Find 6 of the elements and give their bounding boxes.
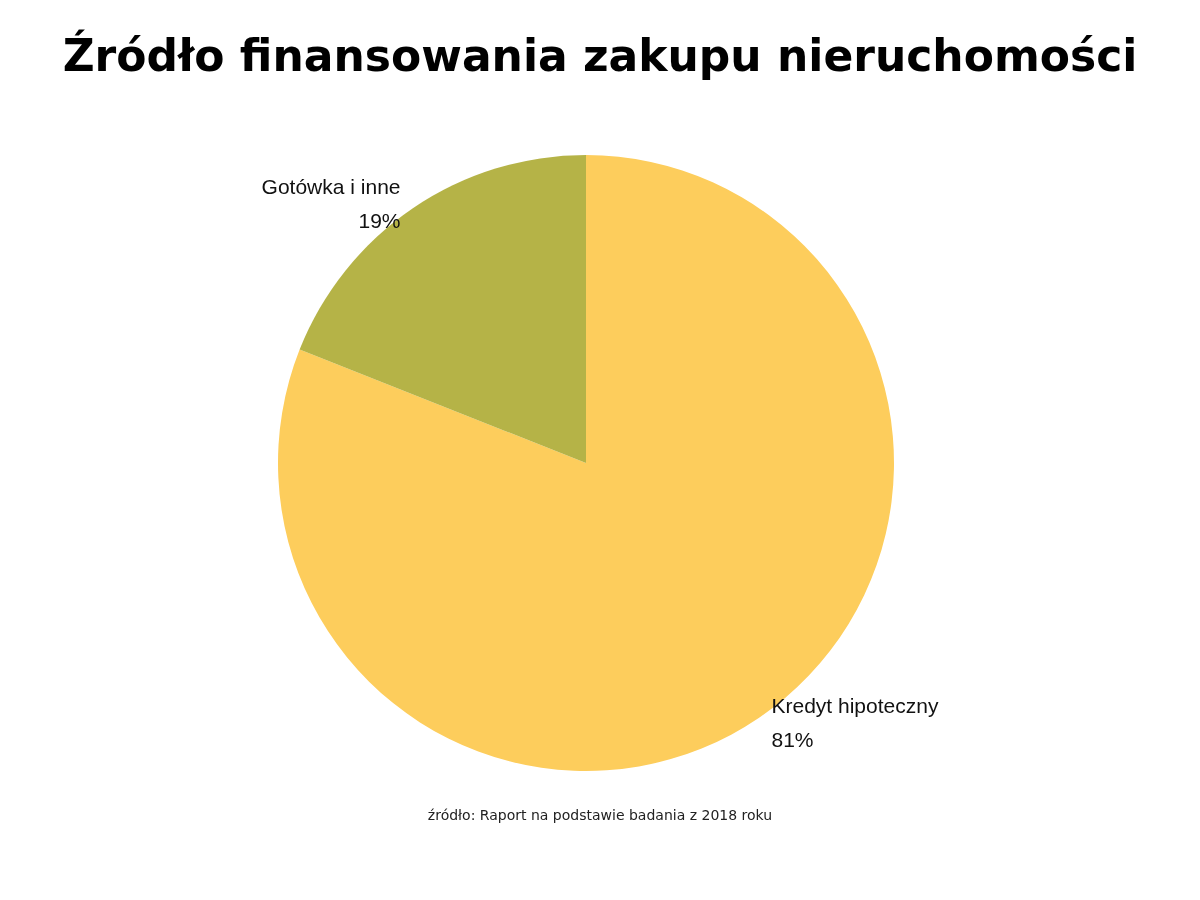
slice-label: Gotówka i inne [261, 174, 401, 198]
chart-title: Źródło finansowania zakupu nieruchomości [62, 28, 1138, 81]
data-label: 81% [771, 728, 814, 752]
text: źródło: Raport na podstawie badania z 2018 roku [427, 807, 773, 823]
data-label: 19% [358, 208, 401, 232]
slice-label: Kredyt hipoteczny [771, 694, 939, 718]
